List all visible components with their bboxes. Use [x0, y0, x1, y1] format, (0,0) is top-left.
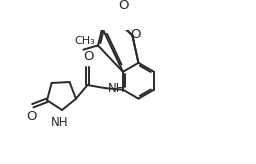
- Text: O: O: [130, 28, 141, 41]
- Text: NH: NH: [108, 82, 125, 95]
- Text: CH₃: CH₃: [74, 36, 95, 46]
- Text: O: O: [83, 50, 93, 63]
- Text: NH: NH: [51, 116, 68, 129]
- Text: O: O: [26, 110, 36, 123]
- Text: O: O: [119, 0, 129, 12]
